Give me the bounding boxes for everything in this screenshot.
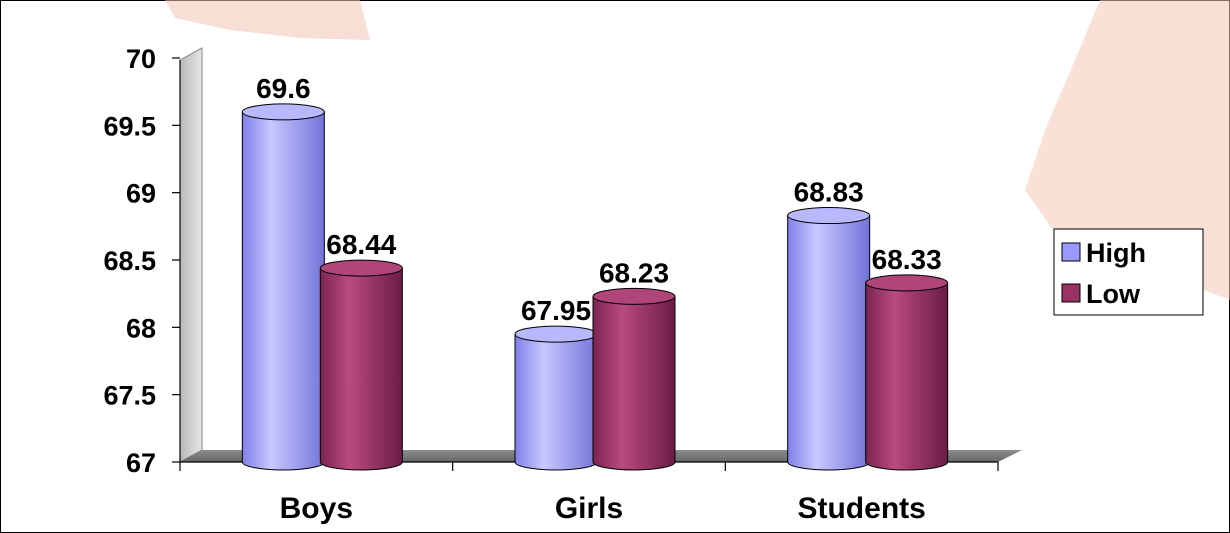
data-label: 68.23: [599, 257, 669, 288]
y-tick-label: 67.5: [103, 381, 156, 411]
background-smudge-right: [1025, 0, 1230, 300]
background-decoration: [165, 0, 1230, 300]
legend-label-high: High: [1086, 238, 1146, 268]
bar-top: [865, 274, 949, 292]
data-label: 69.6: [256, 73, 311, 104]
x-category-label: Boys: [280, 492, 353, 525]
y-tick-label: 67: [126, 448, 156, 478]
bar-body: [241, 111, 325, 471]
bar-top: [787, 207, 871, 225]
axis-ticks: 70 69.5 69 68.5 68 67.5 67 Boys Girls Students: [103, 44, 999, 525]
bar-high-girls: 67.95: [514, 295, 598, 471]
data-label: 67.95: [521, 295, 591, 326]
data-label: 68.83: [794, 177, 864, 208]
bar-body: [865, 282, 949, 471]
bar-body: [592, 295, 676, 471]
bar-low-boys: 68.44: [319, 229, 403, 471]
bar-low-girls: 68.23: [592, 257, 676, 471]
data-label: 68.33: [872, 244, 942, 275]
bar-top: [592, 287, 676, 305]
background-smudge-top: [165, 0, 370, 40]
bar-top: [241, 103, 325, 121]
bars: 69.6 68.44 67.95 68.23 68.83 68.33: [241, 73, 949, 471]
x-category-label: Students: [797, 492, 925, 525]
y-tick-label: 69.5: [103, 111, 156, 141]
y-tick-label: 68.5: [103, 246, 156, 276]
y-tick-label: 70: [126, 44, 156, 74]
bar-high-boys: 69.6: [241, 73, 325, 471]
legend-swatch-high: [1061, 242, 1081, 262]
x-category-label: Girls: [555, 492, 623, 525]
legend-label-low: Low: [1086, 279, 1141, 309]
legend-swatch-low: [1061, 283, 1081, 303]
bar-body: [514, 333, 598, 471]
bar-high-students: 68.83: [787, 177, 871, 471]
bar-top: [319, 259, 403, 277]
back-wall: [179, 47, 203, 463]
bar-top: [514, 325, 598, 343]
legend: High Low: [1053, 228, 1204, 316]
bar-body: [319, 267, 403, 471]
bar-low-students: 68.33: [865, 244, 949, 471]
data-label: 68.44: [326, 229, 396, 260]
y-tick-label: 68: [126, 313, 156, 343]
y-tick-label: 69: [126, 179, 156, 209]
bar-body: [787, 215, 871, 471]
